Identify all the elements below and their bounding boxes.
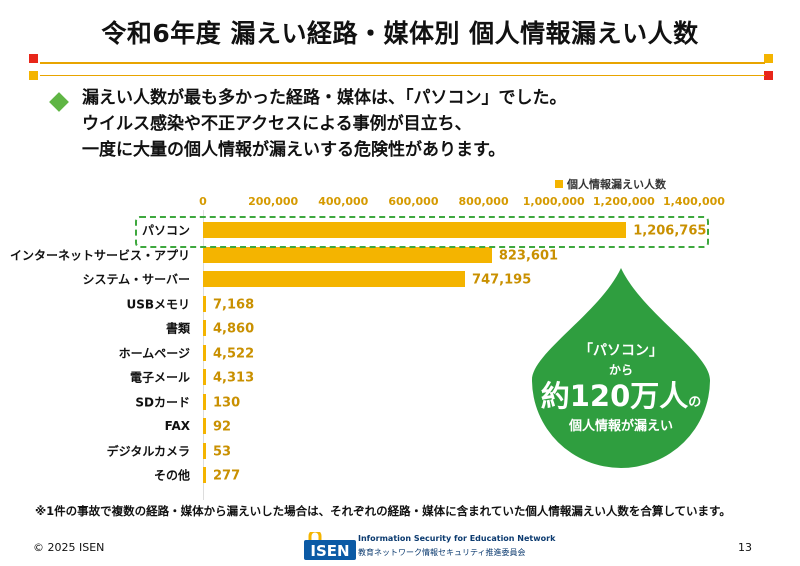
bar	[203, 467, 206, 483]
bar	[203, 393, 206, 410]
bar	[203, 418, 206, 434]
chart-legend: 個人情報漏えい人数	[555, 176, 666, 192]
bar	[203, 222, 627, 238]
category-label: システム・サーバー	[82, 272, 190, 287]
intro-line-3: 一度に大量の個人情報が漏えいする危険性があります。	[82, 140, 506, 160]
category-label: SDカード	[135, 395, 190, 409]
intro-line-2: ウイルス感染や不正アクセスによる事例が目立ち、	[82, 114, 472, 134]
category-label: ホームページ	[118, 346, 190, 360]
bar	[203, 320, 206, 336]
bar	[203, 344, 206, 361]
bar-value-label: 747,195	[472, 272, 532, 288]
x-tick-label: 1,000,000	[522, 195, 585, 208]
intro-line-1: 漏えい人数が最も多かった経路・媒体は、「パソコン」でした。	[82, 88, 567, 108]
bar-value-label: 4,522	[213, 346, 255, 361]
corner-square-red-right	[764, 71, 773, 80]
bar	[203, 271, 466, 287]
category-label: インターネットサービス・アプリ	[9, 248, 190, 262]
page-title: 令和6年度 漏えい経路・媒体別 個人情報漏えい人数	[101, 19, 699, 48]
callout-line-2: から	[608, 363, 633, 377]
bar-value-label: 823,601	[498, 248, 559, 263]
callout-big: 約120万人の	[532, 373, 710, 415]
callout-amount: 約120万人	[540, 379, 689, 413]
bar-value-label: 277	[213, 468, 241, 484]
x-tick-label: 0	[199, 195, 207, 208]
x-tick-label: 1,200,000	[592, 195, 655, 208]
diamond-bullet-icon	[49, 92, 69, 112]
x-tick-label: 600,000	[388, 195, 439, 208]
category-label: FAX	[164, 419, 190, 433]
isen-logo-icon: ISEN	[304, 532, 356, 560]
corner-square-yellow-right	[764, 54, 773, 63]
header-divider-top	[40, 62, 765, 64]
green-drop-icon	[532, 268, 710, 468]
bar-value-label: 4,860	[213, 321, 255, 337]
bar-value-label: 92	[213, 419, 232, 435]
category-label: パソコン	[141, 223, 190, 238]
bar	[203, 369, 206, 385]
callout-suffix: の	[688, 395, 702, 410]
x-tick-label: 800,000	[458, 195, 509, 208]
corner-square-red	[29, 54, 38, 63]
legend-label: 個人情報漏えい人数	[567, 178, 666, 191]
category-label: 書類	[165, 321, 190, 336]
category-label: その他	[153, 468, 190, 483]
category-label: 電子メール	[129, 370, 190, 385]
bar	[203, 442, 206, 459]
footnote: ※1件の事故で複数の経路・媒体から漏えいした場合は、それぞれの経路・媒体に含まれ…	[35, 504, 731, 518]
logo-line-1: Information Security for Education Netwo…	[358, 534, 556, 543]
page-number: 13	[738, 541, 752, 554]
bar-value-label: 7,168	[213, 297, 255, 312]
category-label: デジタルカメラ	[106, 444, 190, 458]
x-tick-label: 1,400,000	[663, 195, 725, 208]
legend-swatch	[555, 180, 563, 188]
copyright: © 2025 ISEN	[33, 541, 105, 554]
callout-line-4: 個人情報が漏えい	[568, 419, 673, 434]
logo-line-2: 教育ネットワーク情報セキュリティ推進委員会	[358, 548, 526, 557]
bar	[203, 246, 492, 263]
pc-highlight-frame	[135, 216, 709, 248]
intro-text: 漏えい人数が最も多かった経路・媒体は、「パソコン」でした。 ウイルス感染や不正ア…	[82, 85, 567, 163]
x-tick-label: 200,000	[248, 195, 299, 208]
header-divider-bottom	[40, 75, 765, 76]
category-label: USBメモリ	[126, 297, 190, 311]
corner-square-yellow	[29, 71, 38, 80]
bar-value-label: 53	[213, 444, 232, 459]
x-tick-label: 400,000	[318, 195, 369, 208]
bar-value-label: 4,313	[213, 370, 255, 386]
logo-mark-text: ISEN	[310, 542, 349, 560]
bar-value-label: 1,206,765	[633, 223, 707, 239]
callout-line-1: 「パソコン」	[579, 343, 663, 359]
bar-value-label: 130	[213, 395, 241, 410]
bar	[203, 295, 206, 312]
